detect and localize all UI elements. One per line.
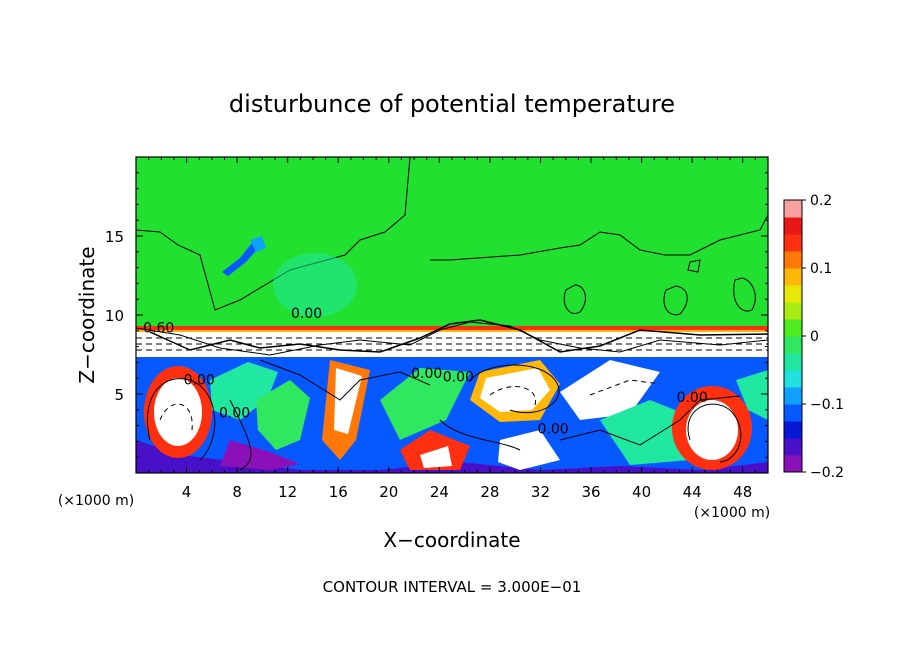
x-tick-label: 32	[531, 483, 550, 501]
contour-label: 0.00	[538, 422, 569, 438]
colorbar-swatch	[784, 285, 802, 303]
colorbar-swatch	[784, 404, 802, 422]
colorbar-swatch	[784, 387, 802, 405]
inversion-band	[136, 330, 768, 332]
colorbar-tick-label: −0.2	[810, 465, 844, 481]
x-tick-label: 4	[182, 483, 192, 501]
colorbar-tick-label: −0.1	[810, 397, 844, 413]
colorbar-swatch	[784, 455, 802, 473]
x-tick-label: 16	[329, 483, 348, 501]
colorbar	[783, 199, 803, 473]
y-axis-ticks: 5 10 15	[105, 172, 768, 458]
x-tick-label: 24	[430, 483, 449, 501]
x-axis-label: X−coordinate	[383, 528, 520, 552]
colorbar-swatch	[784, 251, 802, 269]
x-tick-label: 20	[379, 483, 398, 501]
x-axis-ticks: 4 8 12 16 20 24 28 32 36 40 44 48	[148, 157, 756, 501]
colorbar-swatch	[784, 438, 802, 456]
colorbar-swatch	[784, 336, 802, 354]
colorbar-swatch	[784, 268, 802, 286]
colorbar-swatch	[784, 200, 802, 218]
y-tick-label: 15	[105, 228, 124, 246]
contour-label: 0.00	[184, 373, 215, 389]
colorbar-swatch	[784, 319, 802, 337]
contour-interval-note: CONTOUR INTERVAL = 3.000E−01	[323, 578, 582, 596]
x-tick-label: 28	[480, 483, 499, 501]
x-tick-label: 44	[683, 483, 702, 501]
upper-contour	[663, 285, 688, 316]
contour-label: 0.00	[291, 306, 322, 322]
upper-contour	[733, 277, 756, 312]
plot-area	[136, 157, 768, 473]
x-unit-left: (×1000 m)	[58, 493, 134, 509]
upper-patch	[222, 238, 262, 276]
x-tick-label: 48	[733, 483, 752, 501]
upper-contour	[136, 157, 411, 311]
y-tick-label: 10	[105, 307, 124, 325]
colorbar-tick-label: 0.2	[810, 193, 832, 209]
colorbar-swatch	[784, 302, 802, 320]
dashed-contours	[136, 337, 768, 351]
upper-field	[136, 157, 768, 329]
colorbar-swatch	[784, 217, 802, 235]
contour-labels: 0.600.000.000.000.00 0.000.000.00	[143, 306, 708, 437]
y-tick-label: 5	[114, 386, 124, 404]
x-tick-label: 8	[232, 483, 242, 501]
upper-contour	[563, 284, 586, 314]
colorbar-swatch	[784, 370, 802, 388]
chart-title: disturbunce of potential temperature	[229, 90, 675, 118]
colorbar-swatch	[784, 353, 802, 371]
x-unit-right: (×1000 m)	[694, 505, 770, 521]
lower-contours	[146, 359, 742, 471]
contour-label: 0.00	[443, 369, 474, 385]
contour-label: 0.00	[677, 390, 708, 406]
upper-patch	[273, 253, 357, 317]
x-tick-label: 36	[581, 483, 600, 501]
contour-label: 0.00	[219, 406, 250, 422]
colorbar-swatch	[784, 421, 802, 439]
colorbar-tick-labels: 0.2 0.1 0 −0.1 −0.2	[802, 193, 844, 481]
y-axis-label: Z−coordinate	[75, 246, 99, 383]
inversion-band	[136, 326, 768, 330]
contour-label: 0.00	[411, 366, 442, 382]
ridge-contour	[136, 321, 768, 356]
upper-contour	[430, 214, 768, 261]
contour-label: 0.60	[143, 320, 174, 336]
colorbar-tick-label: 0.1	[810, 261, 832, 277]
lower-dashed-contours	[159, 379, 661, 431]
ridge-contour	[149, 319, 768, 353]
lower-patches	[136, 360, 768, 473]
upper-contour	[687, 259, 701, 273]
x-tick-label: 12	[278, 483, 297, 501]
x-tick-label: 40	[632, 483, 651, 501]
colorbar-tick-label: 0	[810, 329, 819, 345]
upper-patch	[250, 236, 266, 252]
colorbar-swatch	[784, 234, 802, 252]
